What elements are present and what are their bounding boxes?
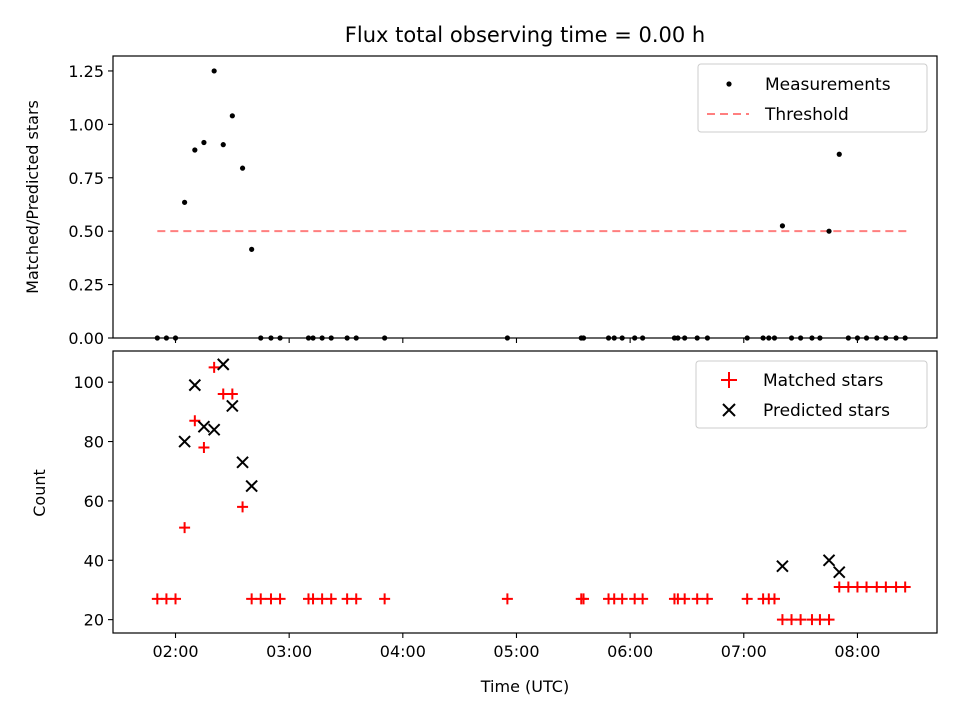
y-tick-label: 60	[84, 492, 104, 511]
count-legend: Matched stars Predicted stars	[695, 360, 928, 429]
predicted-star-point	[197, 420, 211, 433]
y-tick-label: 0.75	[68, 169, 104, 188]
count-y-axis-label: Count	[30, 469, 49, 517]
predicted-star-point	[236, 456, 249, 469]
x-tick-label: 04:00	[380, 642, 426, 661]
x-tick-label: 03:00	[266, 642, 312, 661]
ratio-x-axis	[174, 338, 858, 343]
predicted-star-point	[207, 423, 221, 436]
legend-predicted-label: Predicted stars	[763, 401, 890, 421]
matched-star-point	[616, 593, 628, 605]
predicted-star-point	[188, 378, 202, 392]
count-legend-box	[695, 360, 928, 429]
matched-star-point	[701, 593, 713, 605]
matched-star-point	[274, 593, 286, 605]
y-tick-label: 1.00	[68, 115, 104, 134]
measurement-point	[239, 165, 246, 171]
matched-star-point	[795, 614, 807, 626]
measurement-point	[192, 147, 198, 153]
x-tick-label: 08:00	[834, 642, 880, 661]
count-y-axis: 20 40 60 80 100	[73, 373, 113, 630]
matched-star-point	[379, 593, 391, 605]
predicted-star-point	[822, 554, 836, 567]
matched-star-point	[741, 593, 753, 605]
ratio-legend: Measurements Threshold	[697, 63, 928, 133]
matched-star-point	[578, 593, 590, 605]
matched-star-point	[899, 581, 911, 593]
x-tick-label: 07:00	[721, 642, 767, 661]
ratio-legend-box	[697, 63, 928, 133]
predicted-star-point	[776, 560, 789, 573]
measurement-point	[182, 199, 188, 205]
predicted-star-point	[226, 399, 239, 413]
measurement-point	[201, 139, 207, 146]
measurement-point	[836, 151, 842, 157]
y-tick-label: 0.00	[68, 329, 104, 348]
y-tick-label: 20	[84, 611, 104, 630]
x-tick-label: 05:00	[493, 642, 539, 661]
y-tick-label: 1.25	[68, 62, 104, 81]
count-plot-area	[151, 358, 911, 626]
matched-star-point	[768, 593, 780, 605]
legend-matched-marker	[721, 372, 737, 388]
ratio-plot-frame	[112, 55, 938, 339]
legend-predicted-marker	[722, 403, 736, 417]
y-tick-label: 80	[84, 433, 104, 452]
measurement-point	[249, 246, 255, 252]
legend-measurements-label: Measurements	[765, 75, 891, 95]
matched-star-point	[691, 593, 703, 605]
y-tick-label: 40	[84, 551, 104, 570]
predicted-star-point	[245, 479, 258, 493]
x-tick-label: 06:00	[607, 642, 653, 661]
predicted-star-point	[178, 435, 191, 448]
legend-matched-label: Matched stars	[763, 371, 883, 391]
measurement-point	[779, 223, 786, 229]
matched-star-point	[679, 593, 691, 605]
count-panel: 20 40 60 80 100 02:00 03:00 04:00 05:00 06:00 07:…	[30, 350, 938, 696]
matched-star-point	[208, 361, 220, 373]
x-tick-label: 02:00	[152, 642, 198, 661]
matched-star-point	[880, 581, 892, 593]
measurement-point	[211, 68, 217, 74]
matched-star-point	[350, 593, 362, 605]
legend-threshold-label: Threshold	[764, 105, 849, 125]
matched-star-point	[823, 614, 835, 626]
figure-title: Flux total observing time = 0.00 h	[345, 23, 705, 47]
matched-star-point	[325, 593, 337, 605]
matched-star-point	[226, 388, 238, 400]
matched-star-point	[637, 593, 649, 605]
y-tick-label: 100	[73, 373, 104, 392]
measurement-point	[229, 113, 235, 119]
y-tick-label: 0.50	[68, 222, 104, 241]
matched-star-point	[189, 415, 201, 427]
matched-star-point	[255, 593, 267, 605]
matched-star-point	[237, 501, 249, 513]
ratio-panel: 0.00 0.25 0.50 0.75 1.00 1.25 Matched/Predict…	[23, 55, 938, 348]
ratio-y-axis: 0.00 0.25 0.50 0.75 1.00 1.25	[68, 62, 113, 348]
y-tick-label: 0.25	[68, 276, 104, 295]
predicted-star-point	[217, 358, 230, 371]
count-x-axis-label: Time (UTC)	[480, 677, 569, 696]
count-x-axis: 02:00 03:00 04:00 05:00 06:00 07:00 08:00	[152, 633, 880, 661]
count-plot-frame	[112, 350, 938, 634]
measurement-point	[826, 228, 832, 234]
matched-star-point	[501, 593, 513, 605]
measurement-point	[220, 142, 226, 148]
matched-star-point	[179, 522, 191, 534]
matched-star-point	[198, 441, 210, 453]
legend-measurements-marker	[726, 81, 732, 87]
matched-star-point	[170, 593, 182, 605]
predicted-star-point	[833, 565, 846, 579]
ratio-y-axis-label: Matched/Predicted stars	[23, 100, 42, 294]
matched-star-point	[861, 581, 873, 593]
